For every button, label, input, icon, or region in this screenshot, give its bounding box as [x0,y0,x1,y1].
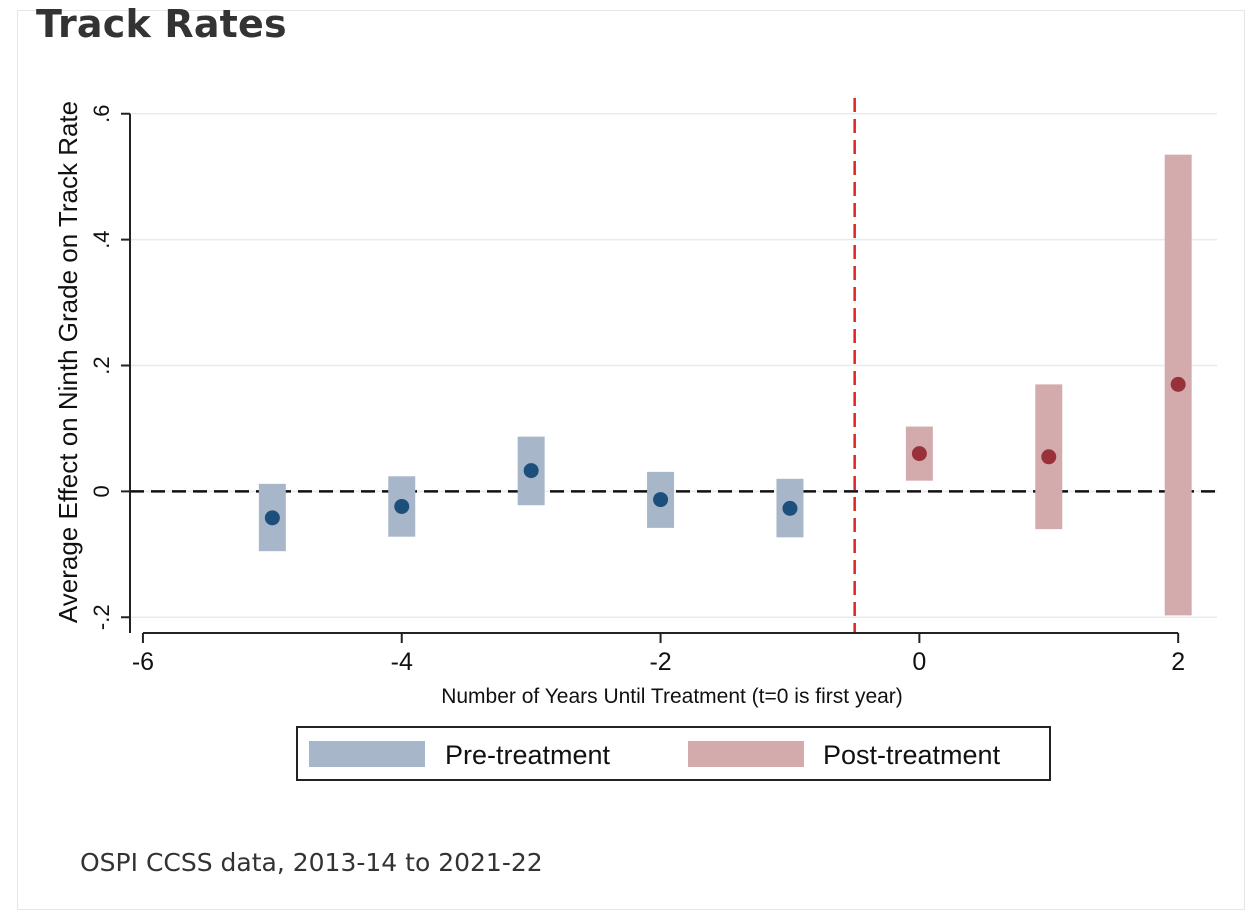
estimate-point-post-treatment [911,446,927,462]
y-tick-label: .6 [89,105,114,123]
y-tick-label: .2 [89,356,114,374]
grid-lines [130,112,1217,619]
legend-swatch-pre-treatment [309,741,425,767]
x-tick-label: -2 [649,648,671,676]
estimate-point-pre-treatment [782,500,798,516]
y-tick-label: .4 [89,230,114,248]
axes: -.2 0 .2 .4 .6 -6 -4 -2 0 2 [89,105,1185,676]
legend-label-post-treatment: Post-treatment [823,740,1001,770]
event-study-chart: -.2 0 .2 .4 .6 -6 -4 -2 0 2 Number of Years Until… [53,98,1217,781]
legend-label-pre-treatment: Pre-treatment [445,740,611,770]
y-tick-label: 0 [89,485,114,497]
x-axis-label: Number of Years Until Treatment (t=0 is … [441,685,903,708]
x-tick-label: -4 [391,648,413,676]
y-axis-label: Average Effect on Ninth Grade on Track R… [53,101,83,623]
page-title: Track Rates [36,2,287,46]
estimate-point-pre-treatment [523,463,539,479]
point-estimates [264,376,1186,526]
x-tick-label: -6 [132,648,154,676]
y-tick-label: -.2 [89,604,114,630]
x-tick-label: 0 [912,648,926,676]
source-note: OSPI CCSS data, 2013-14 to 2021-22 [80,848,543,877]
estimate-point-pre-treatment [653,492,669,508]
estimate-point-post-treatment [1041,449,1057,465]
x-tick-label: 2 [1171,648,1185,676]
legend-swatch-post-treatment [688,741,804,767]
estimate-point-pre-treatment [394,498,410,514]
legend: Pre-treatment Post-treatment [296,726,1051,781]
estimate-point-post-treatment [1170,376,1186,392]
estimate-point-pre-treatment [264,510,280,526]
confidence-bands [258,154,1192,616]
